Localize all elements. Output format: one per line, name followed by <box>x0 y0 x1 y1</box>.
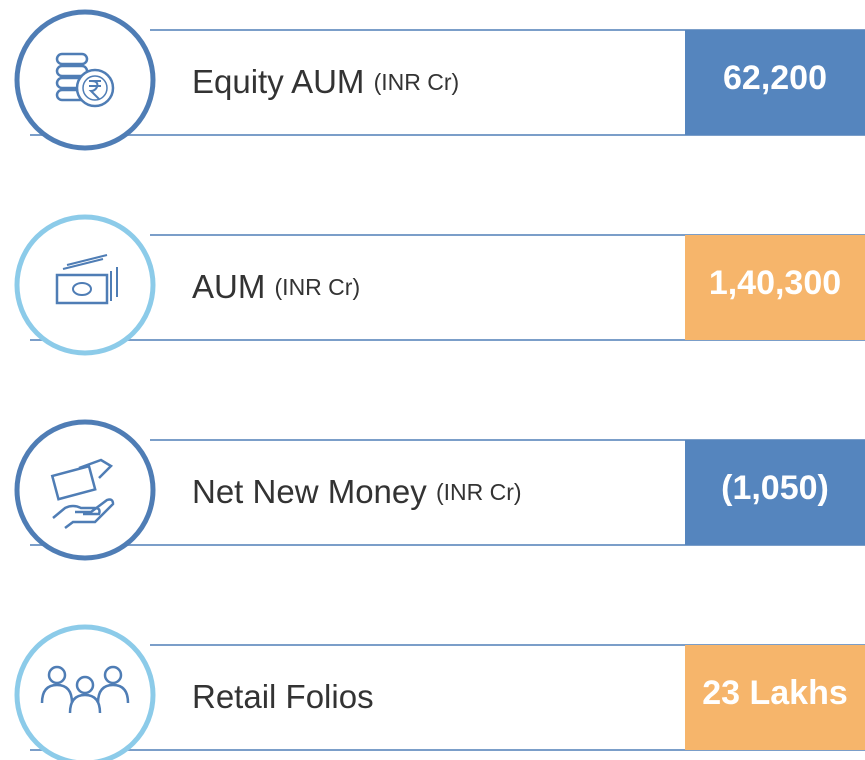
label-space <box>427 473 436 510</box>
label-text: AUM <box>192 268 265 305</box>
row-label: Equity AUM (INR Cr) <box>192 63 459 100</box>
row-value: 23 Lakhs <box>702 674 848 712</box>
row-value: 1,40,300 <box>709 264 841 302</box>
icon-shape <box>40 683 74 704</box>
icon-shape <box>103 665 123 685</box>
label-unit: (INR Cr) <box>275 274 361 300</box>
row-value: (1,050) <box>721 469 829 507</box>
icon-shape <box>55 52 89 66</box>
icon-shape <box>47 665 67 685</box>
icon-shape <box>96 683 130 704</box>
stat-row: Retail Folios 23 Lakhs <box>14 624 865 760</box>
icon-shape <box>68 693 102 714</box>
icon-shape <box>52 498 115 529</box>
value-box <box>685 30 865 135</box>
label-unit: (INR Cr) <box>436 479 522 505</box>
value-box <box>685 645 865 750</box>
row-label: AUM (INR Cr) <box>192 268 360 305</box>
icon-shape <box>55 273 109 305</box>
label-space <box>364 63 373 100</box>
icon-shape <box>88 80 101 100</box>
icon-shape <box>75 675 95 695</box>
icon-shape <box>82 75 108 101</box>
stat-row: Equity AUM (INR Cr) 62,200 <box>14 9 865 151</box>
icon-shape <box>110 267 118 301</box>
row-label: Retail Folios <box>192 678 374 715</box>
icon-shape <box>62 254 108 270</box>
label-text: Net New Money <box>192 473 427 510</box>
row-value: 62,200 <box>723 59 827 97</box>
stat-row: AUM (INR Cr) 1,40,300 <box>14 214 865 356</box>
icon-shape <box>50 464 97 501</box>
icon-shape <box>78 458 114 479</box>
label-text: Retail Folios <box>192 678 374 715</box>
value-box <box>685 440 865 545</box>
row-label: Net New Money (INR Cr) <box>192 473 522 510</box>
label-text: Equity AUM <box>192 63 364 100</box>
icon-shape <box>72 282 92 296</box>
stat-row: Net New Money (INR Cr) (1,050) <box>14 419 865 561</box>
label-space <box>265 268 274 305</box>
value-box <box>685 235 865 340</box>
label-unit: (INR Cr) <box>374 69 460 95</box>
